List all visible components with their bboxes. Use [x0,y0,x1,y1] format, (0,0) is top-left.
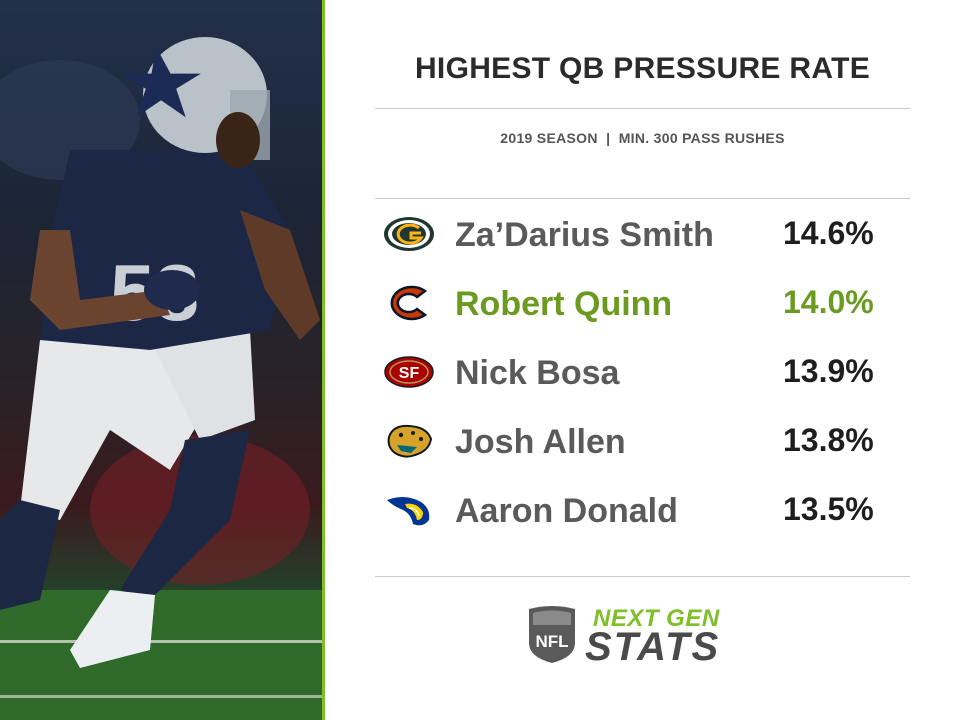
brand-line-stats: STATS [585,625,721,669]
pressure-rate-value: 14.0% [783,284,874,320]
subtitle-divider [375,198,910,199]
footer-divider [375,576,910,577]
player-photo: 58 [0,0,322,720]
table-row: Za’Darius Smith 14.6% [325,210,960,270]
chart-title: HIGHEST QB PRESSURE RATE [414,52,871,85]
shield-text: NFL [535,632,568,651]
pressure-rate-value: 13.9% [783,353,874,389]
49ers-logo-icon: SF [384,356,434,388]
player-name: Josh Allen [455,423,626,461]
rams-logo-icon [387,497,430,526]
table-row: Aaron Donald 13.5% [325,486,960,546]
player-name: Za’Darius Smith [455,216,714,254]
title-divider [375,108,910,109]
packers-logo-icon [384,217,434,251]
pressure-rate-value: 14.6% [783,215,874,251]
player-name: Robert Quinn [455,285,673,323]
table-row: SF Nick Bosa 13.9% [325,348,960,408]
pressure-rate-value: 13.8% [783,422,874,458]
jaguars-logo-icon [387,424,433,458]
nfl-shield-icon: NFL [529,606,575,663]
pressure-rate-value: 13.5% [783,491,874,527]
bears-logo-icon [390,285,428,321]
table-row: Josh Allen 13.8% [325,417,960,477]
player-name: Nick Bosa [455,354,620,392]
next-gen-stats-brand: NFL NEXT GEN STATS [525,603,765,669]
table-row-highlighted: Robert Quinn 14.0% [325,279,960,339]
svg-text:SF: SF [399,365,420,382]
player-name: Aaron Donald [455,492,678,530]
brand-line-next-gen: NEXT GEN [593,605,720,632]
player-illustration: 58 [0,37,322,720]
content-panel: HIGHEST QB PRESSURE RATE 2019 SEASON | M… [325,0,960,720]
chart-subtitle: 2019 SEASON | MIN. 300 PASS RUSHES [500,130,785,146]
accent-divider [322,0,325,720]
